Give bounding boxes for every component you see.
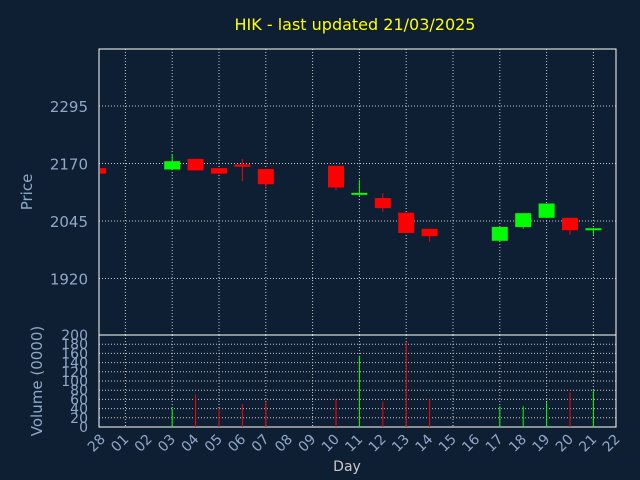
- price-tick-label: 2295: [50, 98, 88, 116]
- candle: [538, 203, 555, 218]
- candle: [374, 193, 391, 212]
- volume-tick-label: 60: [70, 392, 88, 408]
- candle: [398, 212, 415, 233]
- price-axis-label: Price: [18, 174, 36, 211]
- volume-tick-label: 200: [61, 328, 88, 344]
- volume-tick-label: 180: [61, 337, 88, 353]
- volume-tick-label: 160: [61, 346, 88, 362]
- x-tick-label: 06: [225, 431, 249, 455]
- candle: [515, 213, 532, 229]
- x-tick-label: 07: [249, 432, 273, 456]
- candle-body: [100, 168, 106, 174]
- candle: [100, 168, 106, 174]
- x-tick-label: 10: [319, 432, 343, 456]
- candle-body: [257, 169, 274, 185]
- candle: [234, 158, 251, 181]
- price-tick-label: 2170: [50, 156, 88, 174]
- price-tick-label: 1920: [50, 271, 88, 289]
- volume-tick-label: 80: [70, 383, 88, 399]
- x-tick-label: 15: [436, 432, 460, 456]
- volume-tick-label: 0: [79, 420, 88, 436]
- x-tick-label: 16: [459, 431, 483, 455]
- candle: [585, 227, 602, 235]
- candle-body: [374, 198, 391, 209]
- x-tick-label: 11: [342, 432, 366, 456]
- price-frame: [98, 48, 617, 336]
- candle-body: [585, 228, 602, 231]
- price-tick-label: 2045: [50, 213, 88, 231]
- candle-body: [515, 213, 532, 227]
- candle: [491, 226, 508, 241]
- candle: [351, 179, 368, 196]
- volume-tick-label: 140: [61, 356, 88, 372]
- candle-body: [211, 168, 227, 174]
- candle: [164, 154, 181, 170]
- candle: [421, 228, 438, 242]
- volume-tick-label: 40: [70, 402, 88, 418]
- candle: [257, 169, 274, 189]
- x-tick-label: 05: [202, 432, 226, 456]
- x-tick-label: 12: [366, 432, 390, 456]
- price-panel: 1920 2045 2170 2295: [50, 48, 617, 336]
- candle-body: [421, 228, 438, 237]
- x-tick-label: 21: [576, 432, 600, 456]
- candle: [211, 168, 227, 174]
- x-tick-label: 17: [483, 432, 507, 456]
- x-tick-label: 14: [413, 431, 437, 455]
- candle: [562, 217, 578, 235]
- candle: [187, 158, 204, 171]
- candle-body: [351, 192, 368, 195]
- x-tick-label: 09: [296, 432, 320, 456]
- candle-body: [491, 226, 508, 241]
- x-tick-label: 03: [155, 432, 179, 456]
- candle-body: [562, 217, 578, 231]
- x-tick-label: 13: [389, 432, 413, 456]
- volume-tick-label: 20: [70, 411, 88, 427]
- candle-body: [328, 165, 344, 188]
- x-tick-label: 01: [108, 432, 132, 456]
- volume-frame: [98, 334, 617, 428]
- x-tick-label: 04: [179, 431, 203, 455]
- candle-body: [164, 161, 181, 170]
- x-tick-label: 02: [132, 432, 156, 456]
- candle-body: [398, 212, 415, 233]
- x-tick-label: 20: [553, 432, 577, 456]
- volume-axis-label: Volume (0000): [28, 326, 46, 436]
- x-axis: 28 01 02 03 04 05 06 07 08 09 10 11 12 13 14 15 16 17 18 19…: [85, 431, 624, 455]
- x-axis-label: Day: [333, 459, 361, 475]
- x-tick-label: 18: [506, 432, 530, 456]
- x-tick-label: 22: [600, 432, 624, 456]
- volume-tick-label: 120: [61, 365, 88, 381]
- x-tick-label: 08: [272, 432, 296, 456]
- volume-tick-label: 100: [61, 374, 88, 390]
- candle: [328, 165, 344, 191]
- x-tick-label: 28: [85, 432, 109, 456]
- chart-title: HIK - last updated 21/03/2025: [235, 15, 476, 34]
- x-tick-label: 19: [530, 432, 554, 456]
- candle-body: [234, 164, 251, 167]
- candle-body: [187, 158, 204, 171]
- candle-body: [538, 203, 555, 218]
